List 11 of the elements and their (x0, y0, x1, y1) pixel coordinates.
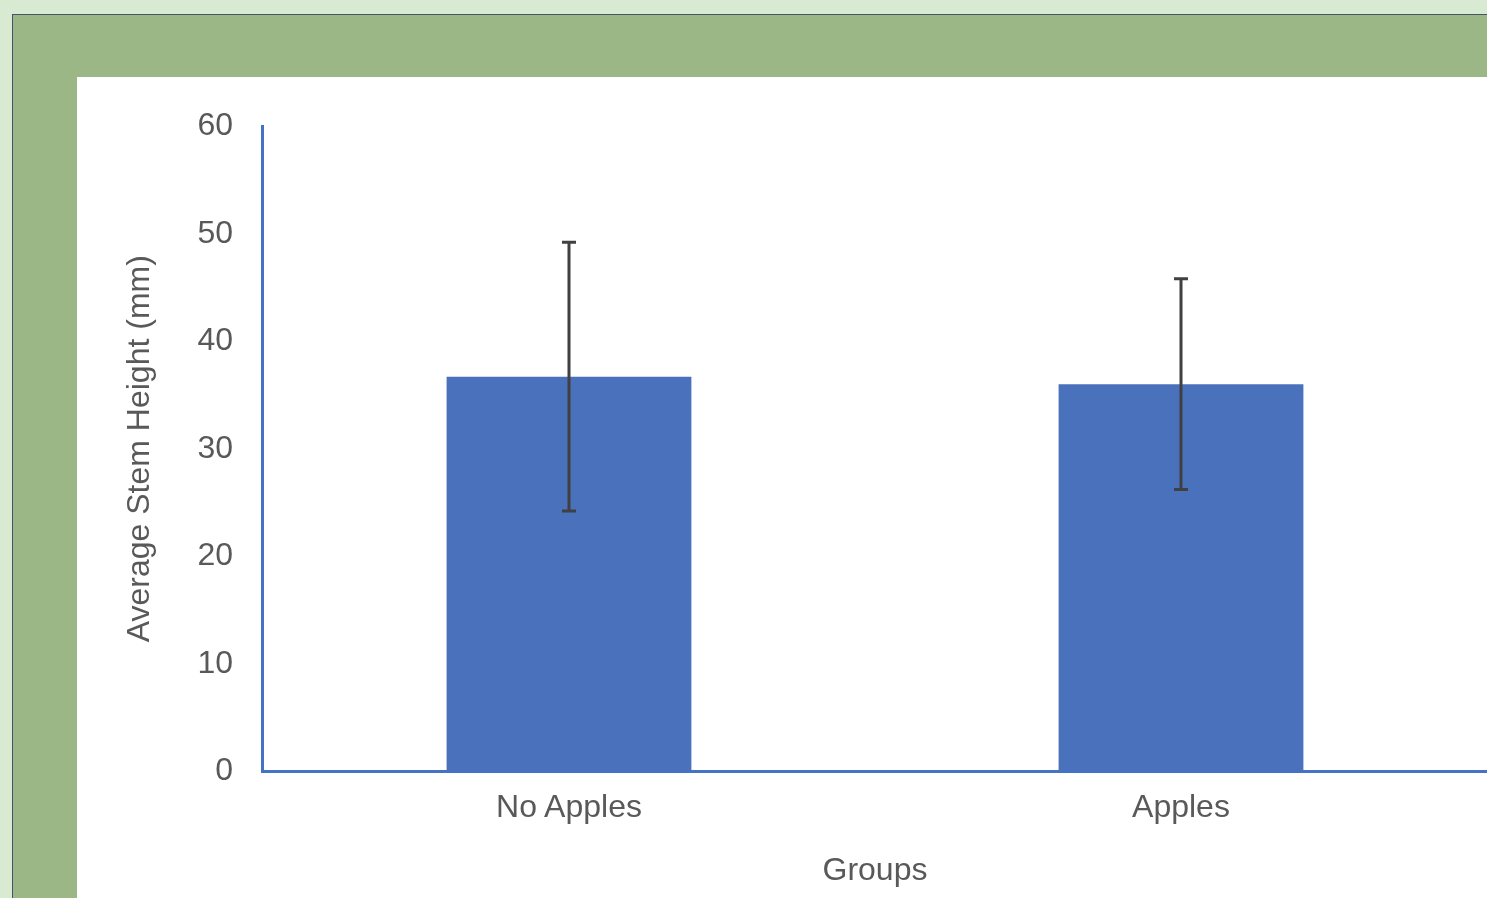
y-tick-label: 20 (197, 536, 233, 573)
y-tick-label: 40 (197, 321, 233, 358)
x-tick-label: No Apples (496, 788, 642, 825)
y-axis-title: Average Stem Height (mm) (120, 255, 157, 643)
x-tick-label: Apples (1132, 788, 1230, 825)
y-tick-label: 30 (197, 428, 233, 465)
y-tick-label: 50 (197, 213, 233, 250)
x-axis-title: Groups (822, 850, 928, 887)
y-tick-label: 0 (215, 751, 233, 788)
y-tick-label: 60 (197, 106, 233, 143)
y-tick-label: 10 (197, 643, 233, 680)
